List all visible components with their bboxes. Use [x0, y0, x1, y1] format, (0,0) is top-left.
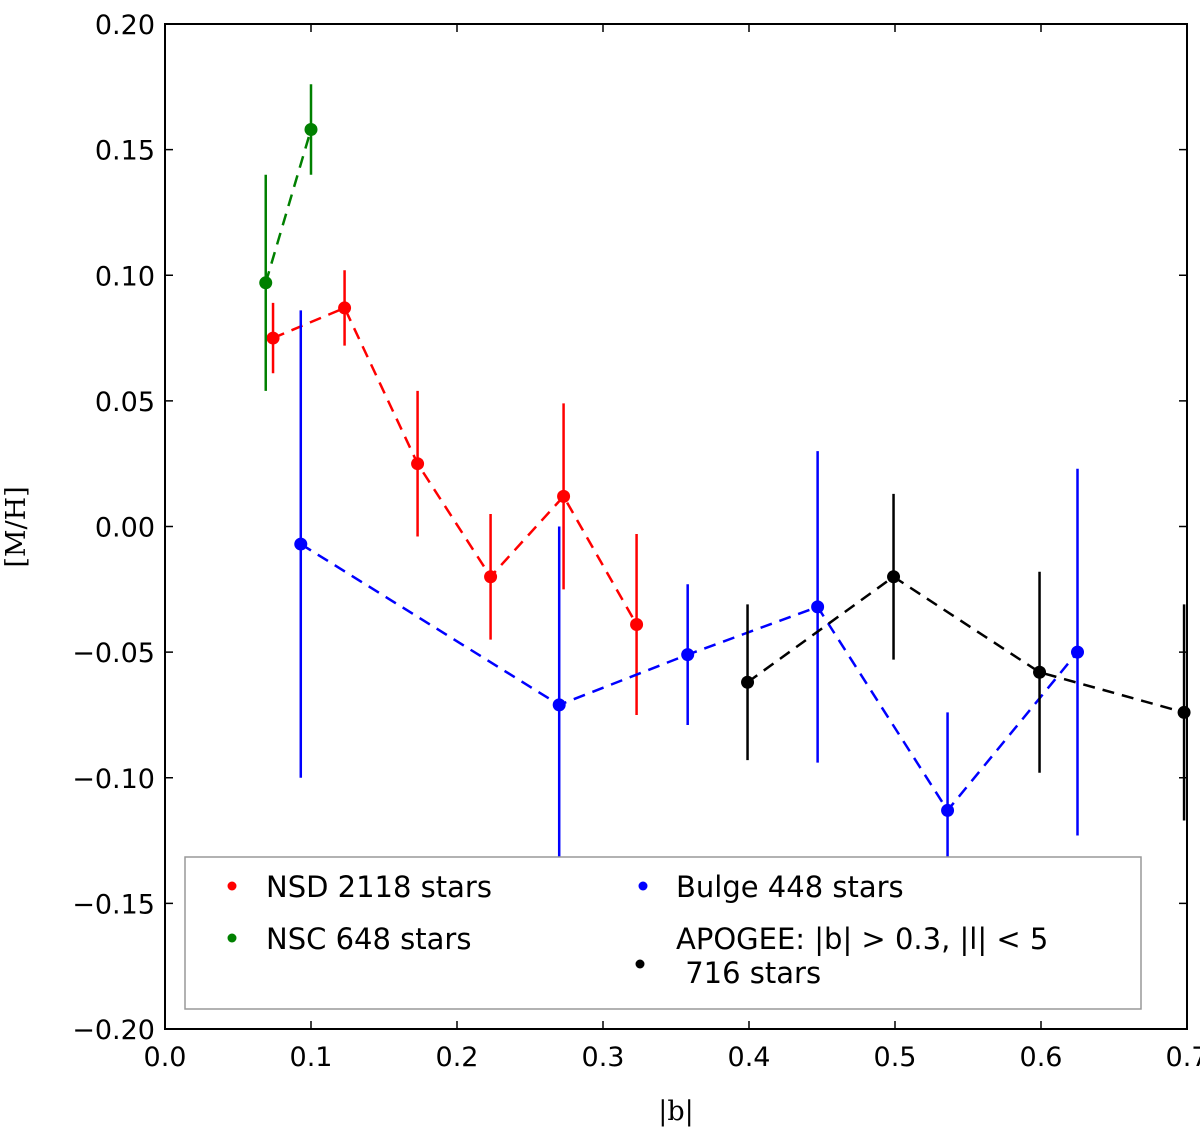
series-line — [272, 306, 638, 626]
data-point — [484, 570, 498, 584]
data-point — [552, 698, 566, 712]
series-line — [264, 129, 313, 284]
legend-label: NSC 648 stars — [266, 922, 471, 956]
series-line — [746, 575, 1185, 714]
legend-marker — [635, 959, 645, 969]
x-tick-label: 0.0 — [144, 1042, 187, 1073]
data-point — [887, 570, 901, 584]
legend: NSD 2118 stars NSC 648 stars Bulge 448 sta… — [184, 856, 1142, 1010]
legend-marker — [638, 881, 648, 891]
data-point — [811, 600, 825, 614]
data-point — [294, 537, 308, 551]
y-tick-label: 0.05 — [95, 387, 155, 418]
x-tick-label: 0.7 — [1166, 1042, 1200, 1073]
legend-entry: NSC 648 stars — [227, 922, 471, 956]
series-3 — [741, 493, 1191, 821]
legend-label: NSD 2118 stars — [266, 870, 492, 904]
x-tick-label: 0.3 — [582, 1042, 625, 1073]
data-point — [741, 675, 755, 689]
legend-entry: Bulge 448 stars — [638, 870, 904, 904]
y-tick-label: −0.05 — [72, 638, 155, 669]
y-tick-label: −0.10 — [72, 764, 155, 795]
x-tick-label: 0.1 — [290, 1042, 333, 1073]
legend-box — [184, 856, 1142, 1010]
y-tick-label: 0.10 — [95, 261, 155, 292]
data-point — [411, 457, 425, 471]
series-2 — [294, 310, 1084, 909]
data-point — [941, 803, 955, 817]
data-point — [681, 648, 695, 662]
x-tick-label: 0.5 — [874, 1042, 917, 1073]
data-point — [259, 276, 273, 290]
legend-marker — [227, 933, 237, 943]
series-line — [300, 543, 1079, 813]
y-tick-label: 0.15 — [95, 136, 155, 167]
data-point — [630, 617, 644, 631]
x-axis-title: |b| — [658, 1096, 693, 1127]
data-point — [1033, 665, 1047, 679]
data-point — [338, 301, 352, 315]
series-1 — [259, 84, 318, 391]
legend-label: Bulge 448 stars — [676, 870, 904, 904]
data-point — [557, 489, 571, 503]
data-point — [1177, 705, 1191, 719]
legend-entry: APOGEE: |b| > 0.3, |l| < 5 716 stars — [635, 922, 1048, 990]
y-tick-label: −0.15 — [72, 889, 155, 920]
x-tick-label: 0.6 — [1020, 1042, 1063, 1073]
legend-label: APOGEE: |b| > 0.3, |l| < 5 716 stars — [676, 922, 1048, 990]
legend-marker — [227, 881, 237, 891]
data-point — [266, 331, 280, 345]
y-tick-label: 0.20 — [95, 10, 155, 41]
x-tick-label: 0.4 — [728, 1042, 771, 1073]
y-axis-title: [M/H] — [1, 486, 32, 567]
data-point — [304, 123, 318, 137]
data-point — [1071, 645, 1084, 659]
y-tick-label: 0.00 — [95, 513, 155, 544]
legend-entry: NSD 2118 stars — [227, 870, 492, 904]
x-tick-label: 0.2 — [436, 1042, 479, 1073]
y-tick-label: −0.20 — [72, 1015, 155, 1046]
series-0 — [266, 270, 644, 715]
